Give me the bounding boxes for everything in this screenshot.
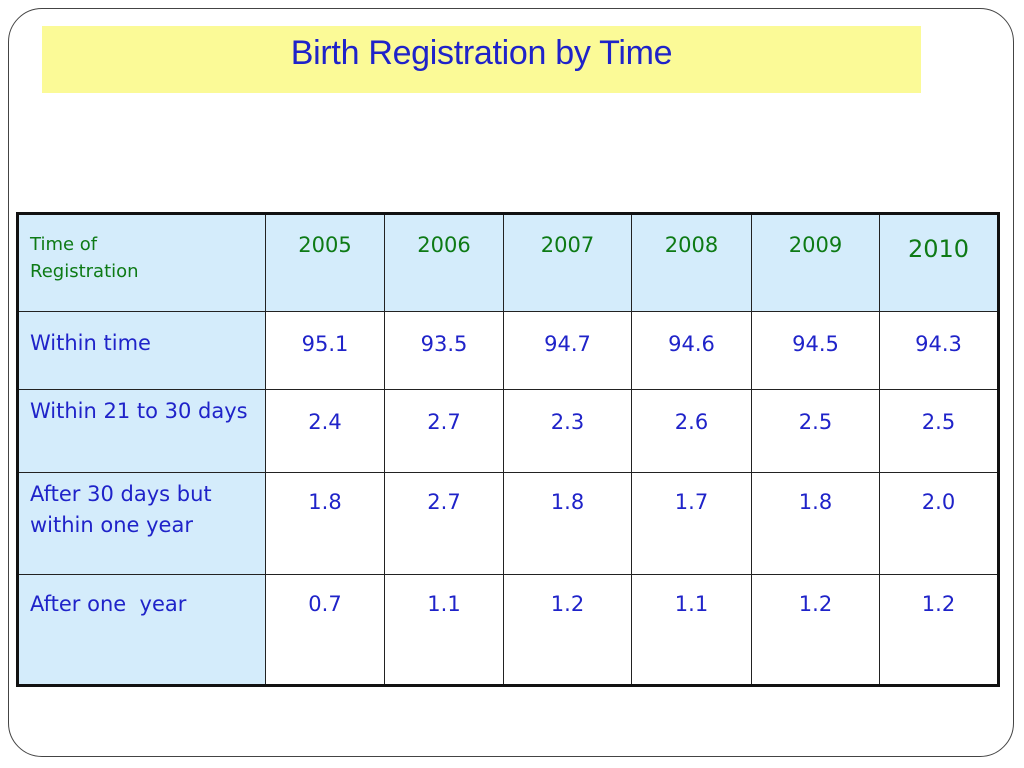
table-cell: 0.7 bbox=[265, 574, 385, 686]
table-cell: 2.5 bbox=[751, 389, 880, 473]
table-cell: 2.3 bbox=[503, 389, 632, 473]
row-label: After 30 days but within one year bbox=[17, 472, 266, 575]
header-label-line2: Registration bbox=[30, 261, 139, 282]
header-year-2009: 2009 bbox=[751, 213, 880, 312]
table-cell: 1.8 bbox=[265, 472, 385, 575]
table-row: After one year 0.7 1.1 1.2 1.1 1.2 1.2 bbox=[17, 574, 999, 686]
row-label: Within time bbox=[17, 311, 266, 390]
table-cell: 95.1 bbox=[265, 311, 385, 390]
table-cell: 2.0 bbox=[879, 472, 999, 575]
header-year-2007: 2007 bbox=[503, 213, 632, 312]
header-year-2006: 2006 bbox=[384, 213, 504, 312]
row-label: Within 21 to 30 days bbox=[17, 389, 266, 473]
table-cell: 1.2 bbox=[503, 574, 632, 686]
table-row: Within 21 to 30 days 2.4 2.7 2.3 2.6 2.5… bbox=[17, 389, 999, 473]
table-header-row: Time of Registration 2005 2006 2007 2008… bbox=[17, 213, 999, 312]
table-cell: 93.5 bbox=[384, 311, 504, 390]
header-label-line1: Time of bbox=[30, 234, 98, 255]
table-cell: 1.1 bbox=[384, 574, 504, 686]
table-cell: 1.8 bbox=[503, 472, 632, 575]
table-cell: 1.8 bbox=[751, 472, 880, 575]
registration-table: Time of Registration 2005 2006 2007 2008… bbox=[16, 212, 1000, 687]
slide-title: Birth Registration by Time bbox=[290, 34, 673, 72]
table-cell: 1.2 bbox=[751, 574, 880, 686]
header-time-of-registration: Time of Registration bbox=[17, 213, 266, 312]
table-cell: 2.5 bbox=[879, 389, 999, 473]
header-year-2010: 2010 bbox=[879, 213, 999, 312]
table-cell: 1.1 bbox=[631, 574, 752, 686]
table-cell: 1.7 bbox=[631, 472, 752, 575]
table-cell: 94.7 bbox=[503, 311, 632, 390]
table-row: After 30 days but within one year 1.8 2.… bbox=[17, 472, 999, 575]
title-band: Birth Registration by Time bbox=[42, 26, 921, 93]
table-cell: 1.2 bbox=[879, 574, 999, 686]
table-cell: 2.6 bbox=[631, 389, 752, 473]
table-cell: 94.3 bbox=[879, 311, 999, 390]
table-cell: 2.7 bbox=[384, 389, 504, 473]
header-year-2008: 2008 bbox=[631, 213, 752, 312]
row-label: After one year bbox=[17, 574, 266, 686]
header-year-2005: 2005 bbox=[265, 213, 385, 312]
table-row: Within time 95.1 93.5 94.7 94.6 94.5 94.… bbox=[17, 311, 999, 390]
table-cell: 94.6 bbox=[631, 311, 752, 390]
table-cell: 2.7 bbox=[384, 472, 504, 575]
table-cell: 2.4 bbox=[265, 389, 385, 473]
table-cell: 94.5 bbox=[751, 311, 880, 390]
